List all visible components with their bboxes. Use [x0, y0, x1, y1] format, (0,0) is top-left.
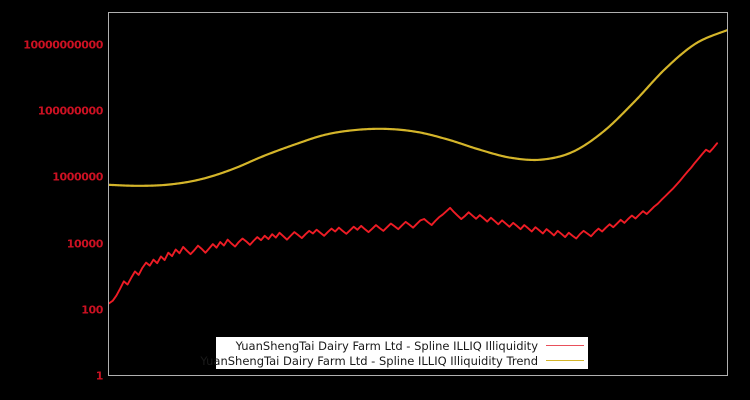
y-axis-tick-label: 1000000: [52, 170, 103, 184]
series-line-trend: [109, 29, 727, 187]
chart-canvas: [109, 29, 727, 305]
legend-entry-trend: YuanShengTai Dairy Farm Ltd - Spline ILL…: [200, 353, 588, 368]
series-line-illiq: [109, 142, 719, 305]
legend-entry-illiq: YuanShengTai Dairy Farm Ltd - Spline ILL…: [216, 338, 588, 353]
legend-label-trend: YuanShengTai Dairy Farm Ltd - Spline ILL…: [200, 353, 538, 368]
y-axis-tick-labels: 10000000000 100000000 1000000 10000 100 1: [0, 0, 103, 400]
chart-legend: YuanShengTai Dairy Farm Ltd - Spline ILL…: [200, 337, 588, 369]
y-axis-tick-label: 10000: [66, 237, 104, 251]
legend-swatch-trend-icon: [546, 360, 584, 361]
y-axis-tick-label: 1: [95, 369, 104, 383]
y-axis-tick-label: 10000000000: [23, 38, 103, 52]
y-axis-tick-label: 100000000: [37, 104, 104, 118]
y-axis-tick-label: 100: [81, 303, 103, 317]
legend-label-illiq: YuanShengTai Dairy Farm Ltd - Spline ILL…: [235, 338, 538, 353]
legend-swatch-illiq-icon: [546, 345, 584, 346]
plot-area: [108, 12, 728, 376]
